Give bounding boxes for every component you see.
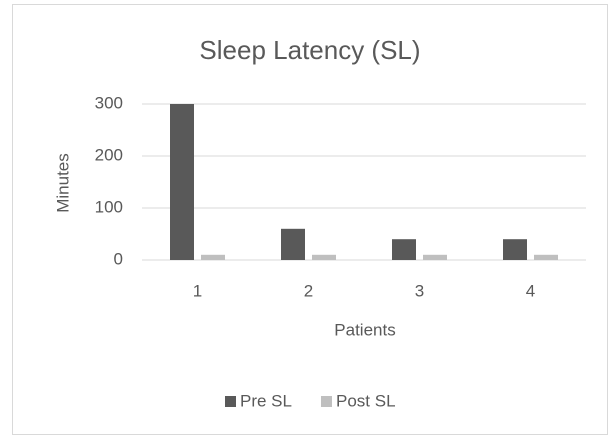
bar (392, 239, 416, 260)
x-axis-label: Patients (334, 320, 395, 339)
y-tick-label: 300 (95, 93, 123, 112)
bar (201, 254, 225, 260)
x-tick-label: 1 (193, 281, 202, 300)
legend-swatch (320, 396, 332, 407)
bar (534, 254, 558, 260)
legend-swatch (225, 396, 236, 407)
y-tick-label: 100 (95, 197, 123, 216)
legend-label: Pre SL (240, 391, 292, 410)
chart-title: Sleep Latency (SL) (199, 35, 420, 65)
x-tick-label: 2 (304, 281, 313, 300)
y-tick-label: 0 (114, 249, 123, 268)
legend-label: Post SL (336, 391, 396, 410)
x-tick-label: 3 (415, 281, 424, 300)
bar (312, 254, 336, 260)
x-tick-label: 4 (526, 281, 535, 300)
y-axis-label: Minutes (53, 153, 72, 213)
y-tick-label: 200 (95, 145, 123, 164)
chart-border (12, 4, 608, 435)
bar (503, 239, 527, 260)
bar (170, 104, 194, 260)
bar (281, 228, 305, 260)
bar (423, 254, 447, 260)
